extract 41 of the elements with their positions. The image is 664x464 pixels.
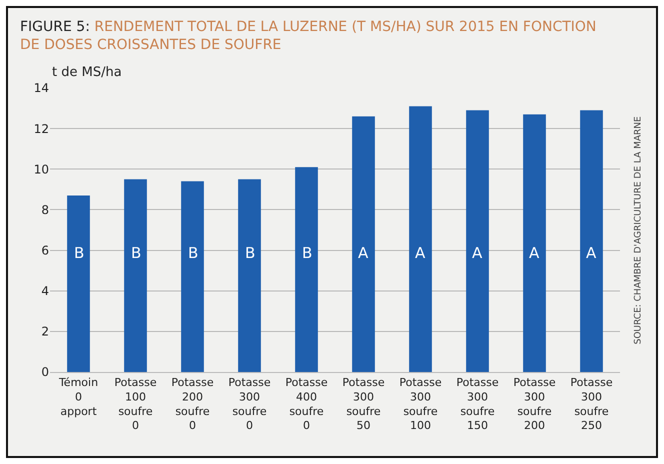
bar xyxy=(67,196,90,372)
y-axis-title: t de MS/ha xyxy=(52,65,122,80)
x-tick-label: Potasse 200 soufre 0 xyxy=(171,376,214,432)
bar xyxy=(124,179,147,372)
y-tick-label: 4 xyxy=(41,284,49,298)
bar xyxy=(409,106,432,372)
data-label: B xyxy=(245,244,256,262)
data-label: B xyxy=(188,244,198,262)
y-tick-label: 2 xyxy=(41,324,49,339)
x-tick-label: Potasse 300 soufre 0 xyxy=(228,376,271,432)
x-tick-label: Potasse 100 soufre 0 xyxy=(114,376,157,432)
y-tick-label: 8 xyxy=(41,202,49,217)
bar xyxy=(523,114,546,372)
x-tick-label: Potasse 400 soufre 0 xyxy=(285,376,328,432)
x-tick-label: Potasse 300 soufre 200 xyxy=(513,376,556,432)
chart-title: FIGURE 5: RENDEMENT TOTAL DE LA LUZERNE (T MS/HA) SUR 2015 EN FONCTION DE DOSES CROISSANTES DE SOUFRE xyxy=(20,18,598,54)
source-note: SOURCE: CHAMBRE D'AGRICULTURE DE LA MARNE xyxy=(633,116,644,344)
bar xyxy=(466,110,489,372)
data-label: A xyxy=(586,244,597,262)
data-label: A xyxy=(529,244,540,262)
y-tick-label: 10 xyxy=(34,162,49,176)
y-tick-label: 6 xyxy=(41,243,49,258)
data-label: A xyxy=(472,244,483,262)
data-label: A xyxy=(358,244,369,262)
bar xyxy=(352,116,375,372)
y-tick-label: 0 xyxy=(41,365,49,380)
bar xyxy=(181,181,204,372)
x-tick-label: Potasse 300 soufre 100 xyxy=(399,376,442,432)
data-label: B xyxy=(302,244,312,262)
bar xyxy=(295,167,318,372)
y-tick-label: 12 xyxy=(34,122,49,136)
data-label: A xyxy=(415,244,426,262)
data-label: B xyxy=(131,244,142,262)
bar xyxy=(580,110,603,372)
x-tick-label: Témoin 0 apport xyxy=(58,376,98,418)
y-tick-label: 14 xyxy=(34,81,49,96)
x-tick-label: Potasse 300 soufre 250 xyxy=(570,376,613,432)
data-label: B xyxy=(74,244,84,262)
bar xyxy=(238,179,261,372)
x-tick-label: Potasse 300 soufre 50 xyxy=(342,376,385,432)
x-tick-label: Potasse 300 soufre 150 xyxy=(456,376,499,432)
